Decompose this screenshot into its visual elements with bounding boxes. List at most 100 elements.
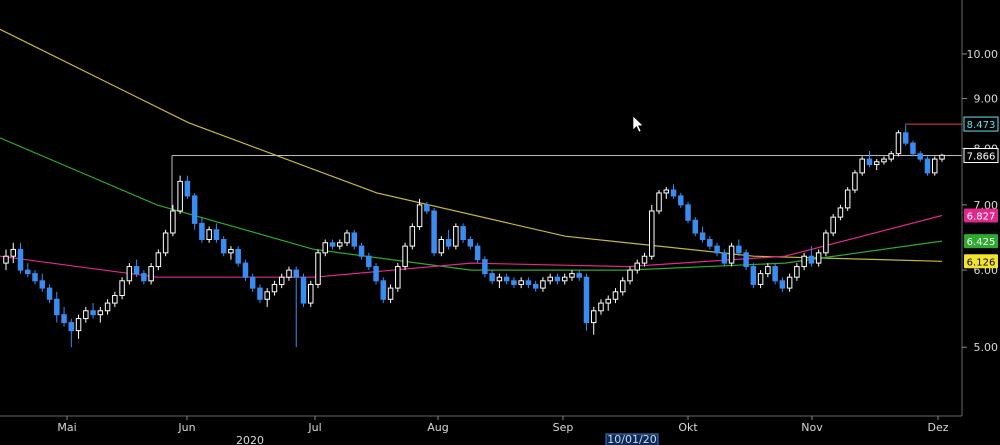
candle-body — [743, 252, 749, 268]
candle-body — [46, 287, 53, 300]
candlestick — [10, 242, 17, 264]
candle-body — [286, 269, 292, 278]
candle-body — [54, 298, 60, 316]
candlestick — [605, 295, 611, 311]
candlestick — [329, 239, 336, 250]
candlestick — [206, 226, 212, 243]
candlestick — [184, 175, 191, 199]
candle-body — [808, 255, 815, 264]
candlestick — [678, 192, 684, 208]
candlestick — [779, 277, 786, 292]
candle-body — [794, 266, 800, 278]
candlestick — [931, 156, 938, 176]
candlestick — [257, 284, 263, 304]
candlestick — [772, 263, 778, 285]
x-tick-label: Aug — [427, 421, 448, 434]
cursor-date-label: 10/01/20 — [605, 433, 659, 445]
candle-body — [663, 189, 670, 194]
candle-body — [322, 242, 329, 254]
candle-body — [61, 314, 67, 324]
candle-body — [503, 276, 510, 282]
candle-body — [141, 273, 147, 282]
candle-body — [910, 142, 916, 155]
candlestick — [714, 242, 720, 257]
candle-body — [474, 245, 481, 261]
candle-body — [75, 318, 82, 332]
candlestick — [547, 273, 553, 285]
candle-body — [924, 158, 931, 174]
ma-badge: 6.425 — [964, 234, 998, 249]
candlestick — [112, 291, 118, 307]
ma-badge-text: 6.425 — [967, 237, 996, 248]
candlestick — [170, 204, 176, 237]
candlestick — [794, 263, 800, 281]
candle-body — [707, 238, 713, 247]
x-tick-label: Jun — [177, 421, 195, 434]
candle-body — [133, 266, 140, 275]
candlestick — [888, 151, 894, 162]
candlestick — [619, 277, 626, 296]
candle-body — [155, 252, 162, 268]
candle-body — [511, 280, 517, 285]
candlestick — [445, 229, 452, 250]
candlestick — [337, 239, 343, 250]
candle-body — [307, 283, 314, 304]
ma-badge: 6.827 — [964, 208, 998, 223]
candle-body — [300, 276, 307, 304]
candle-body — [736, 245, 742, 254]
cursor-date-text: 10/01/20 — [607, 433, 656, 445]
ma-badge-text: 6.827 — [967, 211, 996, 222]
candle-body — [228, 248, 234, 254]
candlestick — [25, 263, 31, 278]
candle-body — [823, 232, 829, 254]
candle-body — [576, 273, 582, 278]
candlestick — [576, 270, 582, 281]
candle-body — [641, 255, 648, 264]
candle-body — [112, 295, 118, 304]
candlestick — [844, 187, 851, 211]
candlestick — [402, 242, 408, 271]
candle-body — [859, 158, 865, 174]
candlestick — [395, 263, 401, 292]
candlestick — [540, 277, 546, 292]
candle-body — [249, 276, 256, 289]
candle-body — [170, 210, 176, 234]
candlestick — [815, 249, 822, 267]
candle-body — [460, 226, 466, 240]
candle-body — [540, 280, 546, 289]
candle-body — [177, 180, 183, 212]
candle-body — [830, 216, 836, 234]
candle-body — [569, 273, 575, 278]
candlestick — [293, 266, 299, 348]
candle-body — [184, 180, 191, 197]
candlestick — [917, 151, 923, 162]
candle-body — [235, 248, 241, 264]
candle-body — [17, 248, 24, 271]
candle-body — [358, 245, 365, 257]
candlestick — [286, 266, 292, 281]
candlestick — [750, 263, 757, 289]
candlestick — [583, 273, 590, 331]
candle-body — [119, 280, 125, 297]
candlestick — [569, 270, 575, 281]
candlestick — [133, 259, 140, 278]
candle-body — [220, 238, 227, 254]
candle-body — [213, 229, 220, 240]
candlestick — [525, 277, 532, 289]
candlestick — [511, 277, 517, 289]
candle-body — [873, 161, 880, 166]
candlestick — [409, 223, 416, 250]
candle-body — [329, 242, 336, 247]
x-tick-label: Jul — [307, 421, 321, 434]
candlestick — [627, 266, 633, 285]
candle-body — [765, 266, 771, 275]
candlestick — [373, 263, 379, 285]
candle-body — [786, 276, 793, 289]
candlestick — [721, 249, 728, 267]
candle-body — [104, 302, 111, 312]
candle-body — [649, 210, 655, 257]
candlestick — [808, 246, 815, 267]
candlestick — [351, 229, 358, 250]
candle-body — [148, 266, 154, 282]
